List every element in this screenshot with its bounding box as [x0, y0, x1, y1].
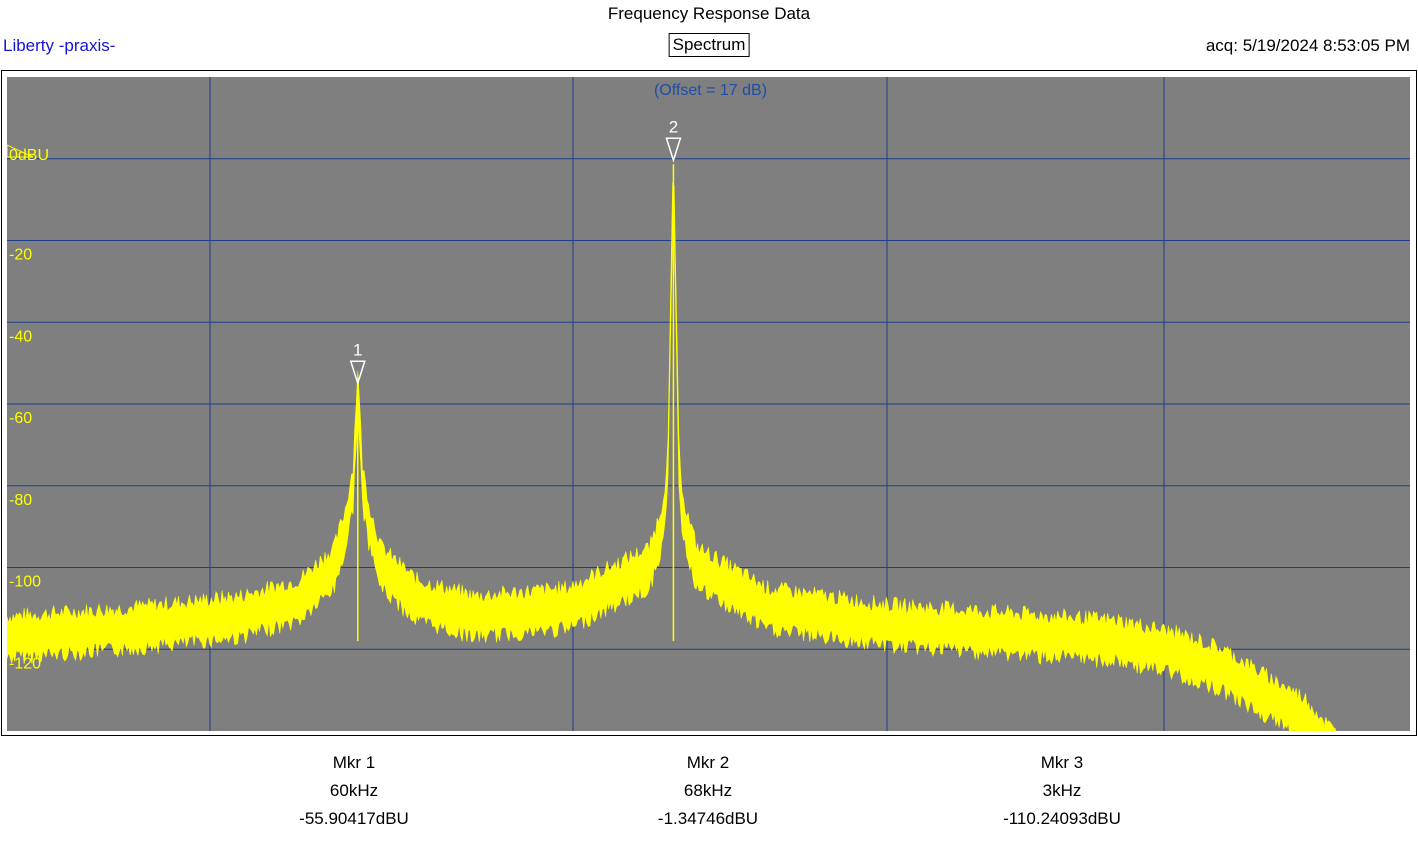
y-tick-label: -80 — [9, 492, 32, 509]
marker-2-name: Mkr 2 — [686, 753, 730, 772]
marker-3-level: -110.24093dBU — [1003, 809, 1121, 828]
y-tick-label: -120 — [9, 655, 41, 672]
marker-2-frequency: 68kHz — [683, 781, 733, 800]
y-tick-label: -60 — [9, 410, 32, 427]
marker-2-level: -1.34746dBU — [657, 809, 759, 828]
acquisition-timestamp: acq: 5/19/2024 8:53:05 PM — [1205, 36, 1410, 55]
marker-2-icon — [665, 137, 682, 163]
marker-3-frequency: 3kHz — [1042, 781, 1082, 800]
reference-level-label: 0dBU — [9, 147, 49, 164]
y-tick-label: -40 — [9, 328, 32, 345]
marker-2-readout: Mkr 2 68kHz -1.34746dBU — [558, 752, 858, 836]
chart-title: Frequency Response Data — [607, 4, 811, 23]
reference-level-icon — [7, 144, 34, 158]
mode-label[interactable]: Spectrum — [668, 33, 750, 57]
marker-3-readout: Mkr 3 3kHz -110.24093dBU — [912, 752, 1212, 836]
marker-1-name: Mkr 1 — [332, 753, 376, 772]
offset-label: (Offset = 17 dB) — [654, 82, 767, 99]
marker-1-readout: Mkr 1 60kHz -55.90417dBU — [204, 752, 504, 836]
marker-1-level: -55.90417dBU — [299, 809, 409, 828]
brand-label: Liberty -praxis- — [3, 36, 116, 55]
spectrum-trace-area — [7, 181, 1336, 731]
marker-3-name: Mkr 3 — [1040, 753, 1084, 772]
marker-2-label: 2 — [669, 117, 678, 136]
marker-1-icon — [349, 360, 366, 386]
marker-1-frequency: 60kHz — [329, 781, 379, 800]
y-tick-label: -20 — [9, 247, 32, 264]
marker-1-label: 1 — [353, 340, 362, 359]
spectrum-plot[interactable]: (Offset = 17 dB) 0dBU -20 -40 -60 -80 -100 -120… — [7, 77, 1410, 731]
y-tick-label: -100 — [9, 574, 41, 591]
